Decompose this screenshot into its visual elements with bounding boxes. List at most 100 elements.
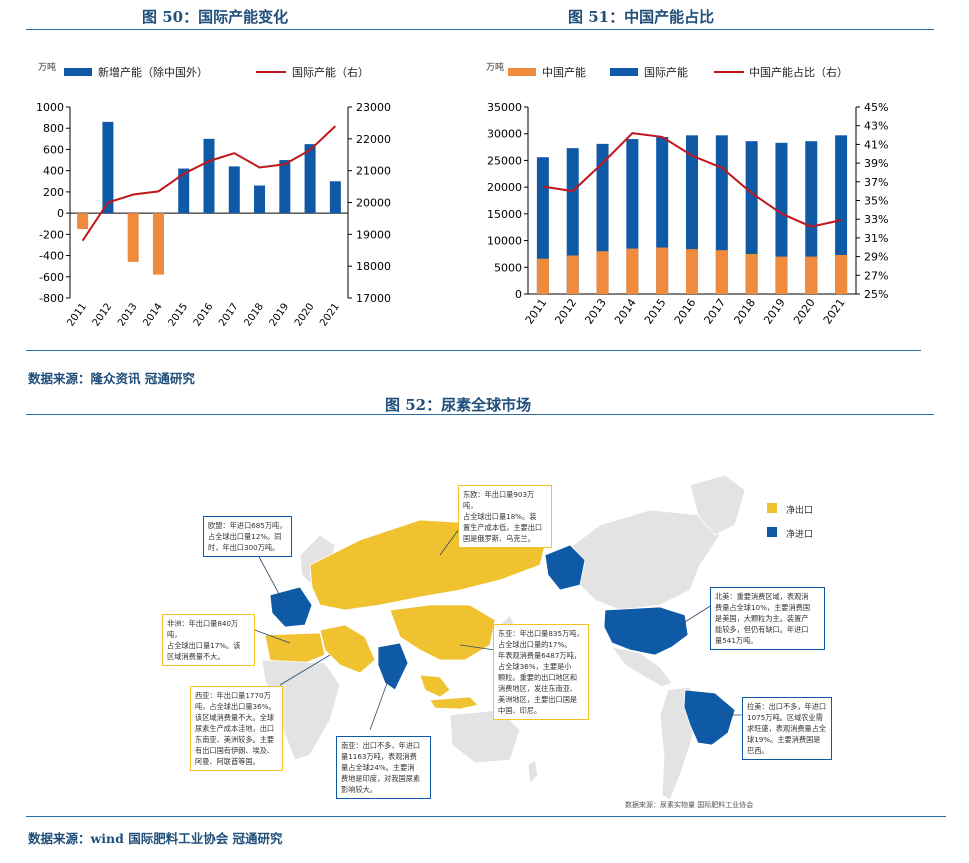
fig51-x-tick-label: 2020: [791, 296, 818, 326]
fig50-x-tick-label: 2011: [65, 301, 89, 328]
fig51-x-tick-label: 2017: [702, 296, 729, 326]
brazil: [683, 689, 736, 746]
greenland: [689, 474, 746, 536]
fig50-left-tick-label: 800: [43, 122, 64, 135]
fig51-title: 图 51：中国产能占比: [568, 8, 715, 26]
fig50-left-tick-label: 200: [43, 186, 64, 199]
fig50-bar: [77, 213, 89, 230]
legend-import-label: 净进口: [786, 530, 814, 540]
fig50-x-tick-label: 2016: [192, 301, 216, 328]
fig50-left-tick-label: 1000: [36, 101, 64, 114]
map-source: 数据来源：尿素实物量 国际肥料工业协会: [625, 801, 754, 809]
fig51-right-tick-label: 45%: [864, 101, 888, 114]
callout-east-asia: 东亚：年出口量835万吨， 占全球出口量的17%。 年表观消费量6487万吨， …: [493, 624, 589, 720]
bottom-rule: [26, 816, 946, 817]
fig50-legend-line-label: 国际产能（右）: [292, 65, 369, 79]
fig50-x-tick-label: 2013: [116, 301, 140, 328]
map-land: [261, 474, 746, 801]
fig50-bar: [152, 213, 164, 275]
fig51-legend-intl-label: 国际产能: [644, 65, 688, 79]
west-asia: [319, 624, 376, 674]
fig50-x-tick-label: 2017: [217, 301, 241, 328]
fig51-x-tick-label: 2016: [672, 296, 699, 326]
fig51-legend-intl-swatch: [610, 68, 638, 76]
fig50-left-tick-label: -400: [39, 250, 64, 263]
fig51-x-tick-label: 2013: [582, 296, 609, 326]
fig50-bar: [254, 185, 266, 214]
north-africa: [264, 632, 326, 666]
fig50-left-tick-label: -200: [39, 228, 64, 241]
fig50-right-tick-label: 21000: [356, 165, 391, 178]
fig50-line-series: [81, 125, 337, 242]
fig50-legend-bar-swatch: [64, 68, 92, 76]
fig51-x-tick-label: 2011: [523, 296, 550, 326]
fig50-right-tick-label: 23000: [356, 101, 391, 114]
fig51-left-tick-label: 30000: [487, 128, 522, 141]
fig51-left-tick-label: 20000: [487, 181, 522, 194]
fig50-unit-label: 万吨: [38, 61, 56, 73]
callout-south-asia: 南亚：出口不多，年进口 量1163万吨，表观消费 量占全球24%。主要消 费地是…: [336, 736, 431, 799]
callout-west-asia: 西亚：年出口量1770万 吨，占全球出口量36%。 该区域消费量不大。全球 尿素…: [190, 686, 283, 771]
fig51-intl-bar: [835, 135, 848, 294]
fig51-china-bar: [775, 256, 788, 294]
fig51-x-tick-label: 2021: [821, 296, 848, 326]
se-asia: [419, 674, 451, 698]
fig50-left-tick-label: -600: [39, 271, 64, 284]
fig51-china-bar: [686, 249, 698, 294]
fig50-right-tick-label: 22000: [356, 133, 391, 146]
fig51-china-bar: [536, 258, 549, 294]
fig50-bar: [279, 160, 291, 214]
fig51-china-bar: [715, 250, 728, 294]
fig50-right-tick-label: 19000: [356, 228, 391, 241]
fig51-x-tick-label: 2018: [731, 296, 758, 326]
fig50-x-tick-label: 2019: [268, 301, 292, 328]
fig51-unit-label: 万吨: [486, 61, 504, 73]
fig50-x-tick-label: 2012: [91, 301, 115, 328]
fig51-legend-china-label: 中国产能: [542, 65, 586, 79]
top-rule: [26, 29, 934, 30]
fig51-intl-bar: [775, 142, 788, 294]
fig51-legend-china-swatch: [508, 68, 536, 76]
fig51-left-tick-label: 5000: [494, 261, 522, 274]
fig51-china-bar: [626, 248, 639, 294]
fig51-intl-bar: [805, 141, 818, 294]
china: [389, 604, 496, 661]
fig51-left-tick-label: 25000: [487, 154, 522, 167]
fig52-title: 图 52：尿素全球市场: [385, 396, 532, 414]
fig50-bar: [127, 213, 139, 262]
legend-export-swatch: [767, 503, 777, 513]
fig51-china-bar: [596, 251, 609, 294]
top-source: 数据来源：隆众资讯 冠通研究: [28, 371, 195, 386]
usa: [603, 606, 689, 656]
fig50-right-tick-label: 18000: [356, 260, 391, 273]
fig50-legend-bar-label: 新增产能（除中国外）: [98, 65, 208, 79]
mexico: [611, 646, 673, 688]
fig50-x-tick-label: 2021: [318, 301, 342, 328]
callout-europe: 欧盟：年进口685万吨， 占全球出口量12%。同 时，年出口300万吨。: [203, 516, 292, 557]
fig50-x-tick-label: 2020: [293, 301, 317, 328]
fig51-x-tick-label: 2012: [552, 296, 579, 326]
legend-export-label: 净出口: [786, 506, 814, 516]
fig50-left-tick-label: -800: [39, 292, 64, 305]
fig51-share-line: [542, 132, 842, 228]
fig50-bar: [178, 168, 190, 214]
mid-rule: [26, 350, 921, 351]
fig51-legend-line-label: 中国产能占比（右）: [749, 65, 848, 79]
legend-import-swatch: [767, 527, 777, 537]
fig51-left-tick-label: 35000: [487, 101, 522, 114]
fig51-china-bar: [656, 247, 669, 294]
fig50-bar: [304, 144, 316, 214]
canada: [559, 509, 721, 611]
callout-connectors: [251, 524, 742, 731]
fig50-left-tick-label: 400: [43, 165, 64, 178]
fig51-right-tick-label: 43%: [864, 120, 888, 133]
fig51-x-tick-label: 2019: [761, 296, 788, 326]
india: [377, 642, 409, 691]
fig51-china-bar: [805, 256, 818, 294]
fig50-left-tick-label: 0: [57, 207, 64, 220]
fig52-rule: [26, 414, 934, 415]
fig51-left-tick-label: 15000: [487, 208, 522, 221]
eu: [269, 586, 313, 628]
fig51-right-tick-label: 27%: [864, 269, 888, 282]
fig50-bar: [203, 138, 215, 214]
